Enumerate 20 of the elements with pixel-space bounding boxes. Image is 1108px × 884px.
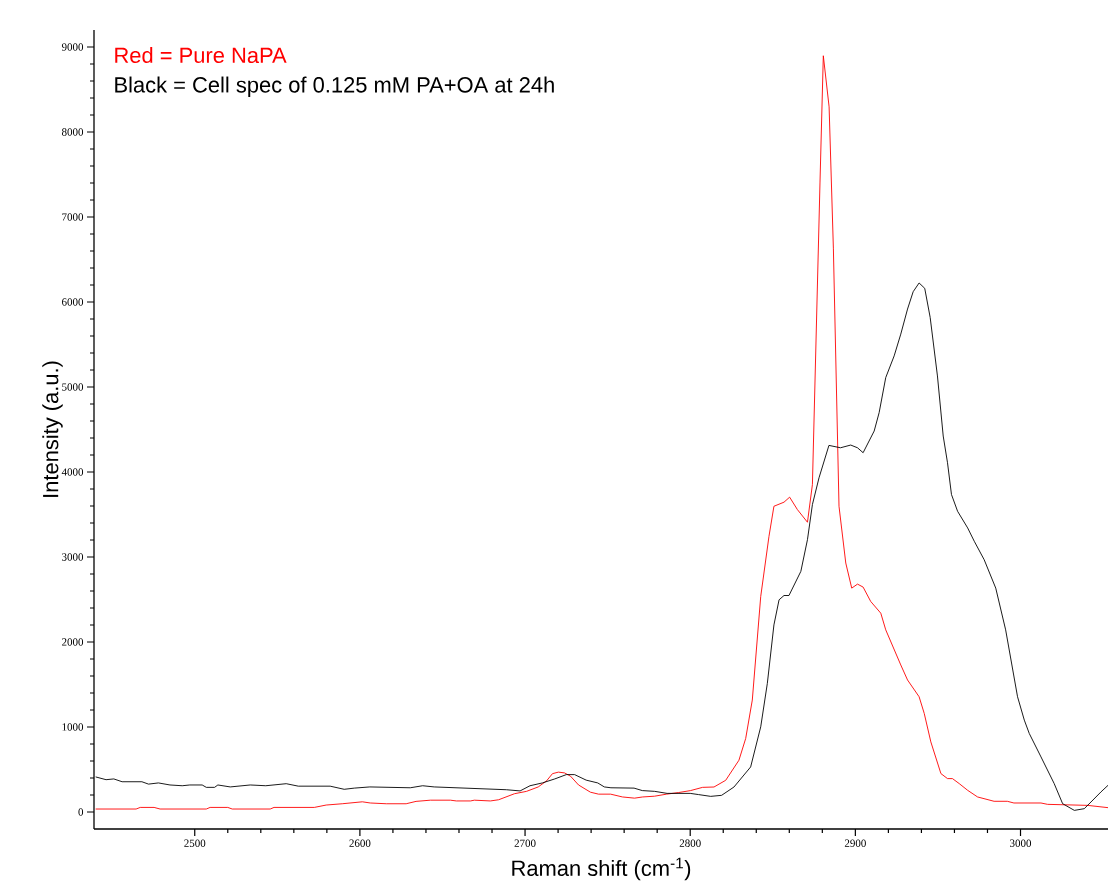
y-tick-label: 7000 — [62, 213, 84, 221]
y-tick-label: 5000 — [62, 383, 84, 391]
x-tick-label: 2700 — [514, 839, 536, 847]
annotation: Black = Cell spec of 0.125 mM PA+OA at 24h — [115, 76, 554, 97]
y-tick-label: 2000 — [62, 638, 84, 646]
y-tick-label: 3000 — [62, 553, 84, 561]
y-tick-label: 4000 — [61, 468, 84, 476]
x-tick-label: 3000 — [1010, 839, 1032, 847]
y-tick-label: 1000 — [62, 723, 84, 731]
y-tick-label: 6000 — [62, 298, 84, 306]
y-axis-title: Intensity (a.u.) — [42, 361, 63, 497]
x-tick-label: 2600 — [349, 839, 371, 847]
y-tick-label: 8000 — [61, 128, 84, 136]
annotation: Red = Pure NaPA — [115, 46, 287, 64]
x-axis-title: Raman shift (cm$^{-1}$) — [512, 857, 691, 881]
x-tick-label: 2500 — [184, 839, 206, 847]
x-tick-label: 2800 — [679, 839, 701, 847]
x-tick-label: 2900 — [844, 839, 866, 847]
y-tick-label: 9000 — [61, 43, 84, 51]
y-tick-label: 0 — [78, 808, 84, 816]
